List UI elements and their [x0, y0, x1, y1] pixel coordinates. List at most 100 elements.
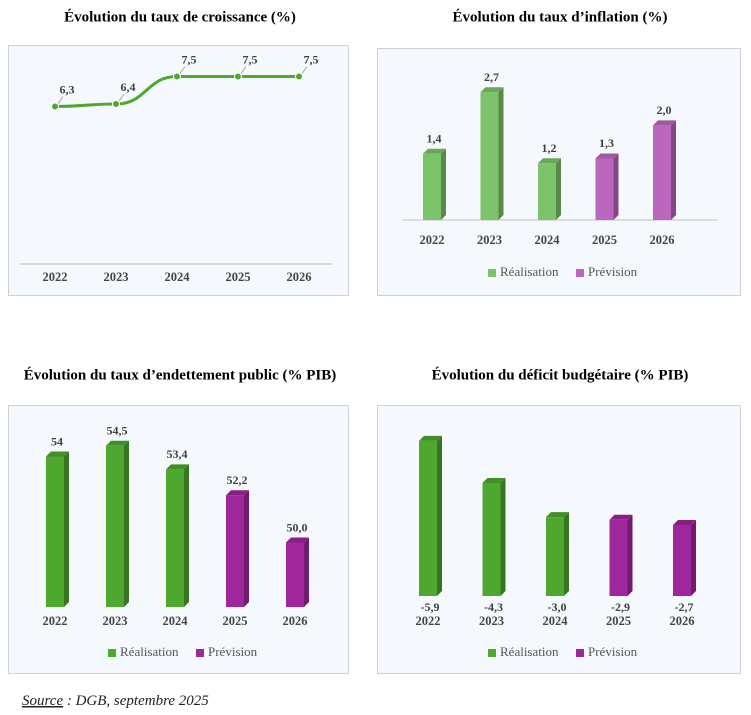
value-label: 6,4 — [121, 80, 136, 94]
x-tick-label: 2024 — [543, 614, 569, 628]
chart-title: Évolution du taux d’endettement public (… — [24, 366, 337, 383]
bar-side — [556, 158, 561, 220]
bar-top — [419, 435, 442, 441]
bar-top — [609, 514, 633, 520]
chart-title: Évolution du taux d’inflation (%) — [452, 8, 667, 25]
x-tick-label: 2022 — [420, 233, 445, 247]
bar — [480, 92, 499, 220]
legend-label: Réalisation — [500, 264, 559, 279]
bar — [653, 125, 671, 220]
value-label: 6,3 — [60, 82, 75, 96]
bar-top — [673, 520, 696, 526]
marker — [51, 102, 59, 111]
chart-title: Évolution du déficit budgétaire (% PIB) — [432, 366, 689, 383]
value-label: 50,0 — [287, 520, 308, 534]
bar-top — [226, 490, 249, 496]
legend-label: Réalisation — [120, 644, 179, 659]
bar-top — [166, 464, 189, 470]
bar-top — [538, 158, 561, 164]
bar — [482, 482, 501, 596]
x-tick-label: 2023 — [479, 614, 504, 628]
bar-side — [124, 440, 129, 607]
bar-side — [437, 435, 442, 596]
x-tick-label: 2026 — [287, 270, 312, 284]
bar-side — [244, 490, 249, 607]
leader — [240, 66, 247, 74]
legend-label: Prévision — [588, 644, 638, 659]
value-label: 7,5 — [304, 52, 319, 66]
chart-title: Évolution du taux de croissance (%) — [64, 8, 296, 25]
bar — [609, 519, 628, 596]
source-text: : DGB, septembre 2025 — [63, 693, 209, 709]
x-tick-label: 2022 — [43, 614, 68, 628]
legend-swatch — [196, 649, 204, 657]
value-label: -4,3 — [484, 600, 503, 614]
marker — [234, 72, 242, 81]
value-label: 54 — [51, 434, 63, 448]
legend-swatch — [576, 649, 584, 657]
value-label: -2,7 — [675, 600, 694, 614]
x-tick-label: 2024 — [163, 614, 189, 628]
leader — [57, 96, 64, 104]
bar-side — [564, 512, 569, 596]
bar — [419, 440, 437, 596]
x-tick-label: 2023 — [477, 233, 502, 247]
legend-swatch — [488, 649, 496, 657]
bar-side — [691, 520, 696, 596]
legend-swatch — [576, 269, 584, 277]
bar — [286, 542, 304, 607]
source-label: Source — [22, 693, 63, 709]
value-label: 2,0 — [657, 103, 672, 117]
bar-top — [46, 451, 69, 457]
marker — [173, 72, 181, 81]
bar-side — [671, 120, 676, 220]
bar-top — [286, 537, 309, 543]
value-label: -2,9 — [611, 600, 630, 614]
panel — [8, 45, 349, 296]
marker — [295, 72, 303, 81]
legend-label: Prévision — [588, 264, 638, 279]
bar-top — [546, 512, 569, 518]
legend-label: Réalisation — [500, 644, 559, 659]
bar — [538, 163, 556, 220]
value-label: 2,7 — [484, 70, 499, 84]
bar — [226, 495, 244, 607]
value-label: 1,3 — [599, 136, 614, 150]
bar-top — [482, 477, 506, 483]
bar-top — [480, 87, 504, 93]
bar-side — [64, 451, 69, 607]
leader — [179, 66, 186, 74]
value-label: 52,2 — [227, 473, 248, 487]
x-tick-label: 2023 — [103, 614, 128, 628]
bar — [673, 525, 691, 596]
bar-top — [106, 440, 129, 446]
value-label: 7,5 — [243, 52, 258, 66]
legend-swatch — [488, 269, 496, 277]
value-label: 53,4 — [167, 447, 188, 461]
bar — [423, 153, 441, 220]
value-label: -3,0 — [548, 600, 567, 614]
source: Source : DGB, septembre 2025 — [22, 693, 209, 709]
x-tick-label: 2025 — [223, 614, 248, 628]
x-tick-label: 2022 — [43, 270, 68, 284]
bar-side — [498, 87, 504, 220]
legend-swatch — [108, 649, 116, 657]
legend-label: Prévision — [208, 644, 258, 659]
bar-side — [184, 464, 189, 607]
x-tick-label: 2026 — [283, 614, 308, 628]
x-tick-label: 2025 — [226, 270, 251, 284]
leader — [118, 93, 125, 102]
x-tick-label: 2024 — [535, 233, 561, 247]
value-label: 1,2 — [542, 141, 557, 155]
bar-top — [595, 153, 619, 159]
value-label: -5,9 — [421, 600, 440, 614]
value-label: 54,5 — [107, 424, 128, 438]
bar — [106, 445, 124, 607]
bar — [546, 517, 564, 596]
value-label: 7,5 — [182, 52, 197, 66]
x-tick-label: 2026 — [670, 614, 695, 628]
leader — [301, 66, 308, 74]
bar-side — [613, 153, 619, 220]
value-label: 1,4 — [427, 131, 442, 145]
